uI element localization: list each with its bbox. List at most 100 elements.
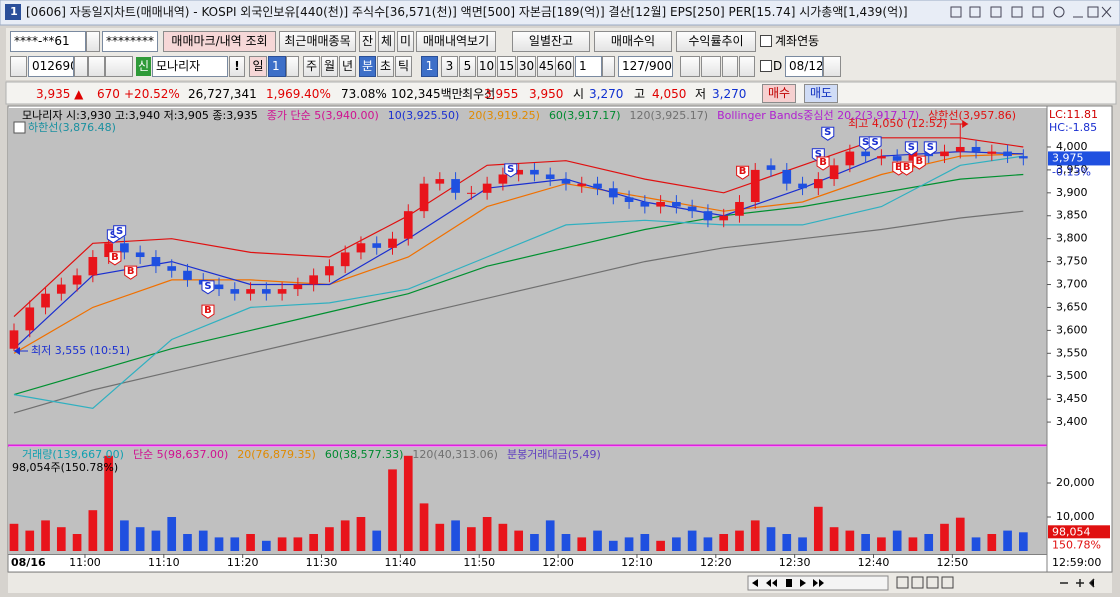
signal-mark [736,165,750,180]
title-icons [950,6,1112,18]
filled-button[interactable]: 체 [378,31,395,52]
interval-button[interactable]: 60 [555,56,574,77]
volume-bar [924,534,934,551]
candle-body [687,206,697,212]
signal-label: B [204,305,212,316]
signal-label: S [824,127,831,138]
link-checkbox[interactable] [760,35,772,47]
volume-bar [798,537,807,551]
interval-button[interactable]: 45 [537,56,556,77]
volume-bar [467,527,476,551]
y-tick-label: 20,000 [1056,476,1095,489]
candle-body [971,146,981,152]
buy-button[interactable]: 매수 [762,84,796,103]
trade-mark-button[interactable]: 매매마크/내역 조회 [163,31,276,52]
y-tick-label: 3,500 [1056,369,1088,382]
interval-button[interactable]: 3 [441,56,458,77]
interval-button[interactable]: 15 [497,56,516,77]
volume-bar [971,537,981,551]
password-input[interactable]: ******** [102,31,158,52]
unit-button[interactable]: 초 [377,56,394,77]
legend-item: 모나리자 시:3,930 고:3,940 저:3,905 종:3,935 [22,109,258,122]
legend-item: 상한선(3,957.86) [928,109,1016,122]
candle-body [104,243,113,258]
volume-bar [88,510,98,551]
y-tick-label: 3,850 [1056,209,1088,222]
x-tick-label: 11:40 [385,556,417,569]
period-button[interactable]: 일 [249,56,267,77]
candle-body [135,252,145,258]
signal-mark [912,155,926,170]
legend-item: 종가 단순 5(3,940.00) [267,109,379,122]
legend-item: 60(38,577.33) [325,448,404,461]
indicator-line [13,210,1024,414]
stock-name: 모나리자 [152,56,228,77]
new-badge: 신 [136,57,151,76]
unit-button[interactable]: 틱 [395,56,412,77]
tool-icon[interactable] [680,56,700,77]
candle-body [1019,156,1028,159]
y-tick-label: 3,800 [1056,232,1088,245]
unfilled-button[interactable]: 미 [397,31,414,52]
interval-button[interactable]: 10 [477,56,496,77]
x-tick-label: 11:20 [227,556,259,569]
account-input[interactable]: ****-**61 [10,31,86,52]
interval-button[interactable]: 5 [459,56,476,77]
candle-body [813,179,823,189]
menu-icon[interactable] [10,56,27,77]
signal-label: B [127,266,135,277]
return-button[interactable]: 수익률추이 [676,31,756,52]
turnover: 73.08% [341,87,387,101]
save-icon[interactable] [722,56,738,77]
count-dropdown[interactable] [602,56,615,77]
hc-label: HC:-1.85 [1049,121,1097,134]
profit-button[interactable]: 매매수익 [594,31,672,52]
unit-button[interactable]: 월 [321,56,338,77]
signal-label: S [110,230,117,241]
volume-bar [577,537,587,551]
interval-button[interactable]: 1 [421,56,438,77]
unit-button[interactable]: 분 [359,56,376,77]
search-icon[interactable] [88,56,105,77]
balance-button[interactable]: 잔 [359,31,376,52]
settings-icon[interactable] [739,56,755,77]
sell-button[interactable]: 매도 [804,84,838,103]
quote-bar [5,81,1117,105]
signal-label: S [116,226,123,237]
volume-bar [735,530,744,551]
calendar-icon[interactable] [823,56,841,77]
account-dropdown[interactable] [86,31,100,52]
x-tick-label: 11:50 [463,556,495,569]
unit-button[interactable]: 년 [339,56,356,77]
unit-button[interactable]: 주 [303,56,320,77]
period-count[interactable]: 1 [268,56,286,77]
d-checkbox[interactable] [760,60,772,72]
count-input[interactable]: 1 [575,56,602,77]
volume-bar [120,520,129,551]
title-bar [0,0,1120,26]
code-input[interactable]: 012690 [28,56,74,77]
d-label: D [773,59,783,73]
sound-icon[interactable] [105,56,133,77]
volume-bar [593,530,602,551]
bottom-bar [8,573,1112,593]
history-button[interactable]: 매매내역보기 [416,31,496,52]
date-input[interactable]: 08/12 [785,56,823,77]
signal-label: B [739,166,747,177]
signal-label: S [204,281,211,292]
period-dropdown[interactable] [286,56,299,77]
volume-bar [309,534,318,551]
interval-button[interactable]: 30 [517,56,536,77]
daily-balance-button[interactable]: 일별잔고 [512,31,590,52]
legend-item: 120(3,925.17) [630,109,709,122]
candle-body [735,201,744,216]
recent-button[interactable]: 최근매매종목 [279,31,356,52]
candle-body [230,289,240,294]
alert-button[interactable]: ! [229,56,245,77]
code-dropdown[interactable] [74,56,88,77]
volume-bar [829,527,839,551]
signal-mark [923,141,937,156]
volume-bar [214,537,224,551]
tool-icon[interactable] [701,56,721,77]
